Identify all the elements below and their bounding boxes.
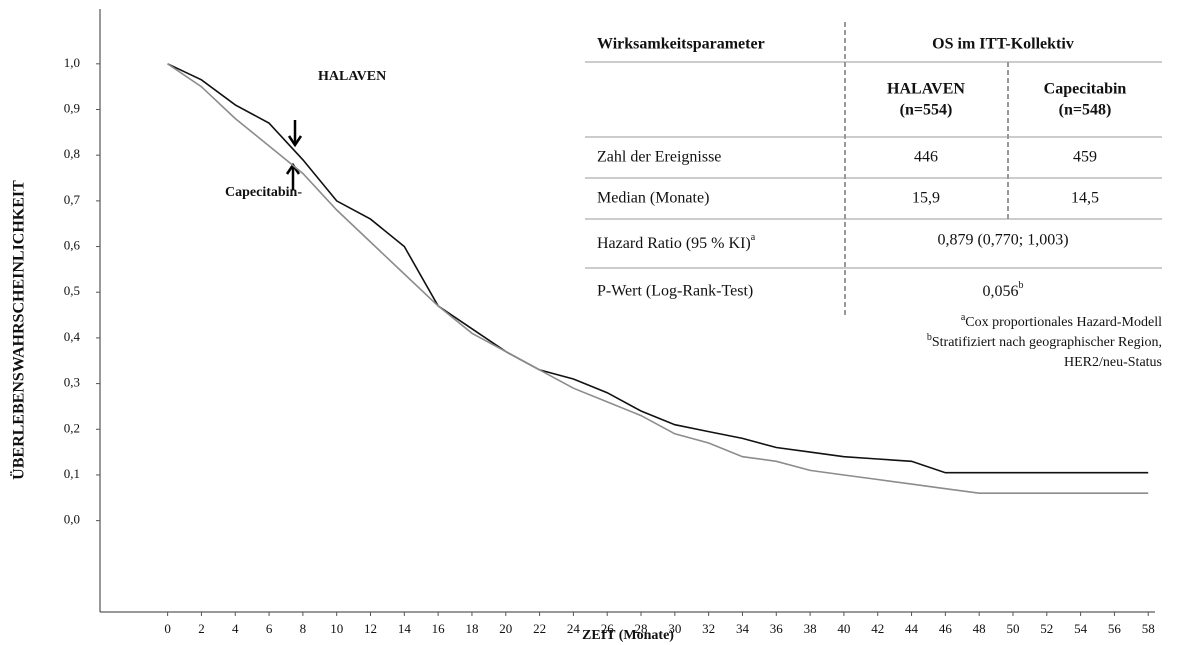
x-tick-label: 20	[499, 621, 512, 636]
y-axis-title: ÜBERLEBENSWAHRSCHEINLICHKEIT	[10, 180, 28, 480]
x-tick-label: 36	[770, 621, 784, 636]
x-axis-title: ZEIT (Monate)	[582, 628, 674, 643]
y-tick-label: 0,3	[64, 375, 80, 390]
table-header: OS im ITT-Kollektiv	[932, 36, 1074, 53]
table-cell: 446	[914, 149, 938, 166]
x-tick-label: 34	[736, 621, 750, 636]
x-tick-label: 52	[1040, 621, 1053, 636]
x-tick-label: 46	[939, 621, 953, 636]
y-tick-label: 1,0	[64, 55, 80, 70]
table-subheader: (n=548)	[1059, 102, 1112, 119]
x-tick-label: 38	[804, 621, 817, 636]
x-tick-label: 24	[567, 621, 581, 636]
footnote-mark: a	[961, 312, 966, 323]
table-cell: 459	[1073, 149, 1097, 166]
x-tick-label: 16	[432, 621, 446, 636]
y-tick-label: 0,2	[64, 420, 80, 435]
table-cell: P-Wert (Log-Rank-Test)	[597, 283, 753, 300]
table-cell: 0,879 (0,770; 1,003)	[937, 232, 1068, 249]
footnote: HER2/neu-Status	[1064, 355, 1162, 370]
x-tick-label: 0	[164, 621, 171, 636]
y-tick-label: 0,5	[64, 283, 80, 298]
annotation: HALAVEN	[318, 69, 386, 84]
y-tick-label: 0,8	[64, 146, 80, 161]
arrow-head	[287, 135, 303, 148]
table-subheader: HALAVEN	[887, 81, 965, 98]
x-tick-label: 28	[635, 621, 648, 636]
table-cell: Hazard Ratio (95 % KI)a	[597, 232, 756, 251]
x-tick-label: 26	[601, 621, 615, 636]
footnote: aCox proportionales Hazard-Modell	[961, 312, 1162, 330]
x-tick-label: 18	[465, 621, 478, 636]
x-tick-label: 12	[364, 621, 377, 636]
table-cell: 15,9	[912, 190, 940, 207]
table-cell: 0,056b	[983, 280, 1024, 299]
table-cell: Median (Monate)	[597, 190, 709, 207]
x-tick-label: 8	[300, 621, 307, 636]
table	[585, 22, 1162, 315]
y-tick-label: 0,4	[64, 329, 81, 344]
x-tick-label: 44	[905, 621, 919, 636]
cell-text: 0,056	[983, 283, 1019, 300]
x-tick-label: 2	[198, 621, 205, 636]
x-tick-label: 48	[973, 621, 986, 636]
table-header: Wirksamkeitsparameter	[597, 36, 765, 53]
annotation: Capecitabin-	[225, 185, 302, 200]
x-tick-label: 10	[330, 621, 343, 636]
y-tick-label: 0,0	[64, 512, 80, 527]
x-tick-label: 32	[702, 621, 715, 636]
x-tick-label: 22	[533, 621, 546, 636]
x-tick-label: 40	[837, 621, 850, 636]
footnote-text: Stratifiziert nach geographischer Region…	[932, 335, 1162, 350]
survival-line	[167, 63, 1149, 474]
y-tick-label: 0,6	[64, 238, 81, 253]
x-tick-label: 30	[668, 621, 681, 636]
y-tick-label: 0,1	[64, 466, 80, 481]
table-cell: 14,5	[1071, 190, 1099, 207]
x-tick-label: 42	[871, 621, 884, 636]
x-tick-label: 4	[232, 621, 239, 636]
footnote-mark: b	[927, 332, 932, 343]
x-tick-label: 58	[1142, 621, 1155, 636]
table-subheader: (n=554)	[900, 102, 953, 119]
survival-line	[167, 63, 1149, 494]
footnote-mark: b	[1019, 280, 1024, 291]
x-tick-label: 54	[1074, 621, 1088, 636]
table-cell: Zahl der Ereignisse	[597, 149, 721, 166]
x-tick-label: 50	[1006, 621, 1019, 636]
footnote-mark: a	[751, 232, 756, 243]
y-tick-label: 0,7	[64, 192, 81, 207]
table-subheader: Capecitabin	[1044, 81, 1127, 98]
x-tick-label: 6	[266, 621, 273, 636]
footnote: bStratifiziert nach geographischer Regio…	[927, 332, 1162, 350]
x-tick-label: 14	[398, 621, 412, 636]
footnote-text: Cox proportionales Hazard-Modell	[965, 315, 1162, 330]
cell-text: Hazard Ratio (95 % KI)	[597, 235, 751, 252]
y-tick-label: 0,9	[64, 100, 80, 115]
x-tick-label: 56	[1108, 621, 1122, 636]
